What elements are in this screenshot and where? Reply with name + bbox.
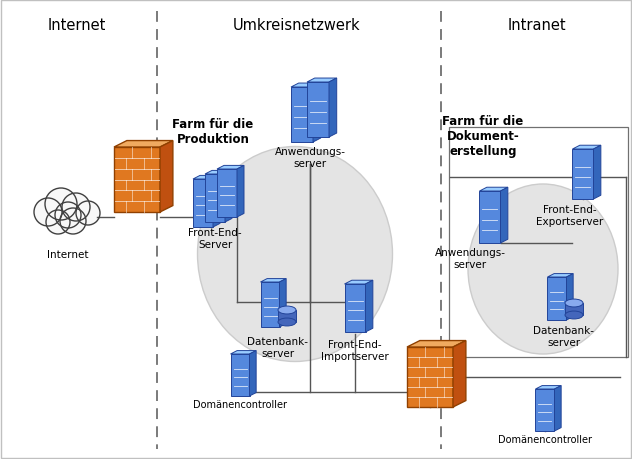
Polygon shape <box>566 274 573 320</box>
Polygon shape <box>344 280 373 285</box>
Polygon shape <box>225 171 232 223</box>
Text: Farm für die
Dokument-
erstellung: Farm für die Dokument- erstellung <box>442 115 524 157</box>
Polygon shape <box>313 84 320 143</box>
Polygon shape <box>593 146 601 200</box>
Ellipse shape <box>468 185 618 354</box>
FancyBboxPatch shape <box>344 285 365 332</box>
Ellipse shape <box>198 147 392 362</box>
Polygon shape <box>453 341 466 407</box>
Circle shape <box>55 202 81 229</box>
FancyBboxPatch shape <box>407 347 453 407</box>
Polygon shape <box>407 341 466 347</box>
Text: Domänencontroller: Domänencontroller <box>498 434 592 444</box>
Text: Anwendungs-
server: Anwendungs- server <box>274 147 346 168</box>
Polygon shape <box>250 351 256 396</box>
Polygon shape <box>573 146 601 150</box>
Polygon shape <box>213 176 220 228</box>
Ellipse shape <box>565 299 583 307</box>
Circle shape <box>62 194 90 222</box>
Ellipse shape <box>278 319 296 326</box>
Polygon shape <box>279 279 286 327</box>
Circle shape <box>34 199 62 226</box>
Text: Front-End-
Importserver: Front-End- Importserver <box>321 339 389 361</box>
Polygon shape <box>329 79 337 138</box>
Polygon shape <box>535 386 561 389</box>
Text: Internet: Internet <box>47 249 88 259</box>
FancyBboxPatch shape <box>480 191 501 243</box>
FancyBboxPatch shape <box>114 148 160 213</box>
FancyBboxPatch shape <box>565 303 583 315</box>
Circle shape <box>60 208 86 235</box>
Polygon shape <box>547 274 573 277</box>
Polygon shape <box>291 84 320 88</box>
FancyBboxPatch shape <box>205 174 225 223</box>
Text: Domänencontroller: Domänencontroller <box>193 399 287 409</box>
Polygon shape <box>160 141 173 213</box>
Polygon shape <box>231 351 256 354</box>
Polygon shape <box>193 176 220 179</box>
Polygon shape <box>307 79 337 83</box>
Polygon shape <box>365 280 373 332</box>
Ellipse shape <box>565 311 583 319</box>
FancyBboxPatch shape <box>307 83 329 138</box>
Polygon shape <box>554 386 561 431</box>
Polygon shape <box>205 171 232 174</box>
FancyBboxPatch shape <box>535 389 554 431</box>
Ellipse shape <box>278 306 296 314</box>
FancyBboxPatch shape <box>260 282 279 327</box>
Text: Front-End-
Exportserver: Front-End- Exportserver <box>537 205 604 226</box>
FancyBboxPatch shape <box>291 88 313 143</box>
Text: Internet: Internet <box>48 18 106 33</box>
Polygon shape <box>217 166 244 170</box>
Polygon shape <box>480 188 508 191</box>
Text: Front-End-
Server: Front-End- Server <box>188 228 242 249</box>
Circle shape <box>46 211 70 235</box>
Circle shape <box>76 202 100 225</box>
Text: Farm für die
Produktion: Farm für die Produktion <box>173 118 253 146</box>
FancyBboxPatch shape <box>278 310 296 322</box>
Text: Intranet: Intranet <box>507 18 566 33</box>
Polygon shape <box>114 141 173 148</box>
FancyBboxPatch shape <box>573 150 593 200</box>
FancyBboxPatch shape <box>231 354 250 396</box>
Text: Datenbank-
server: Datenbank- server <box>533 325 595 347</box>
Text: Anwendungs-
server: Anwendungs- server <box>434 247 506 269</box>
Circle shape <box>45 189 77 220</box>
FancyBboxPatch shape <box>547 277 566 320</box>
Polygon shape <box>501 188 508 243</box>
FancyBboxPatch shape <box>193 179 213 228</box>
FancyBboxPatch shape <box>217 170 237 218</box>
Text: Datenbank-
server: Datenbank- server <box>248 336 308 358</box>
Text: Umkreisnetzwerk: Umkreisnetzwerk <box>233 18 361 33</box>
Polygon shape <box>237 166 244 218</box>
Polygon shape <box>260 279 286 282</box>
